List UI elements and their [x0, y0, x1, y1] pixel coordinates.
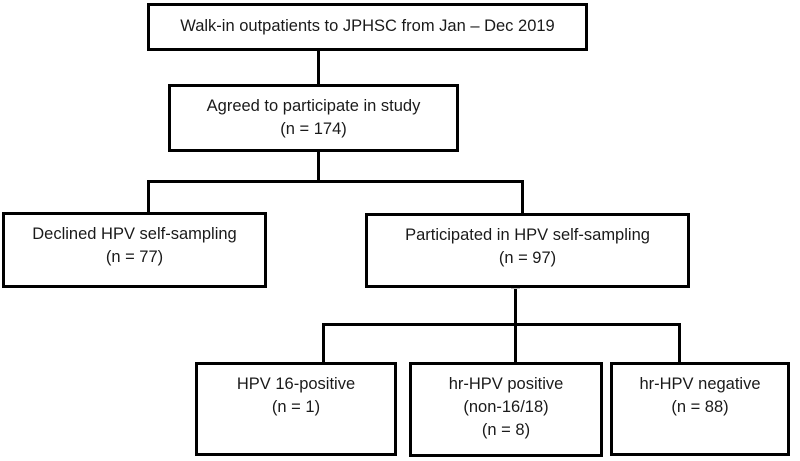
- flow-box-agreed-to-participate: Agreed to participate in study (n = 174): [168, 84, 459, 152]
- connector-row4-horizontal: [322, 323, 681, 326]
- connector-to-hr-hpv-positive: [514, 323, 517, 363]
- box-text-line: Agreed to participate in study: [206, 97, 421, 115]
- flow-box-walkin-outpatients: Walk-in outpatients to JPHSC from Jan – …: [147, 3, 588, 51]
- connector-participated-stem: [514, 288, 517, 326]
- box-text-line: hr-HPV positive: [448, 375, 564, 393]
- box-count-line: (n = 77): [105, 248, 164, 266]
- connector-to-participated: [521, 180, 524, 214]
- box-count-line: (n = 174): [280, 120, 347, 138]
- connector-to-hr-hpv-negative: [678, 323, 681, 363]
- box-text-line: Participated in HPV self-sampling: [405, 226, 650, 244]
- connector-agreed-stem: [317, 152, 320, 183]
- connector-to-hpv16-positive: [322, 323, 325, 363]
- box-text-line: Walk-in outpatients to JPHSC from Jan – …: [180, 17, 555, 35]
- flow-box-hpv16-positive: HPV 16-positive (n = 1): [195, 362, 397, 456]
- connector-walkin-to-agreed: [317, 51, 320, 85]
- connector-to-declined: [147, 180, 150, 213]
- flow-box-hr-hpv-negative: hr-HPV negative (n = 88): [610, 362, 790, 456]
- box-text-line: HPV 16-positive: [236, 375, 356, 393]
- flow-box-hr-hpv-positive: hr-HPV positive (non-16/18) (n = 8): [409, 362, 603, 457]
- flow-box-participated-self-sampling: Participated in HPV self-sampling (n = 9…: [365, 213, 690, 288]
- box-text-line: Declined HPV self-sampling: [32, 225, 237, 243]
- box-text-line: hr-HPV negative: [639, 375, 761, 393]
- box-count-line: (n = 1): [271, 398, 321, 416]
- box-subtext-line: (non-16/18): [463, 398, 549, 416]
- flow-box-declined-self-sampling: Declined HPV self-sampling (n = 77): [2, 212, 267, 288]
- connector-row3-horizontal: [147, 180, 524, 183]
- box-count-line: (n = 8): [481, 421, 531, 439]
- box-count-line: (n = 88): [671, 398, 729, 416]
- box-count-line: (n = 97): [498, 249, 557, 267]
